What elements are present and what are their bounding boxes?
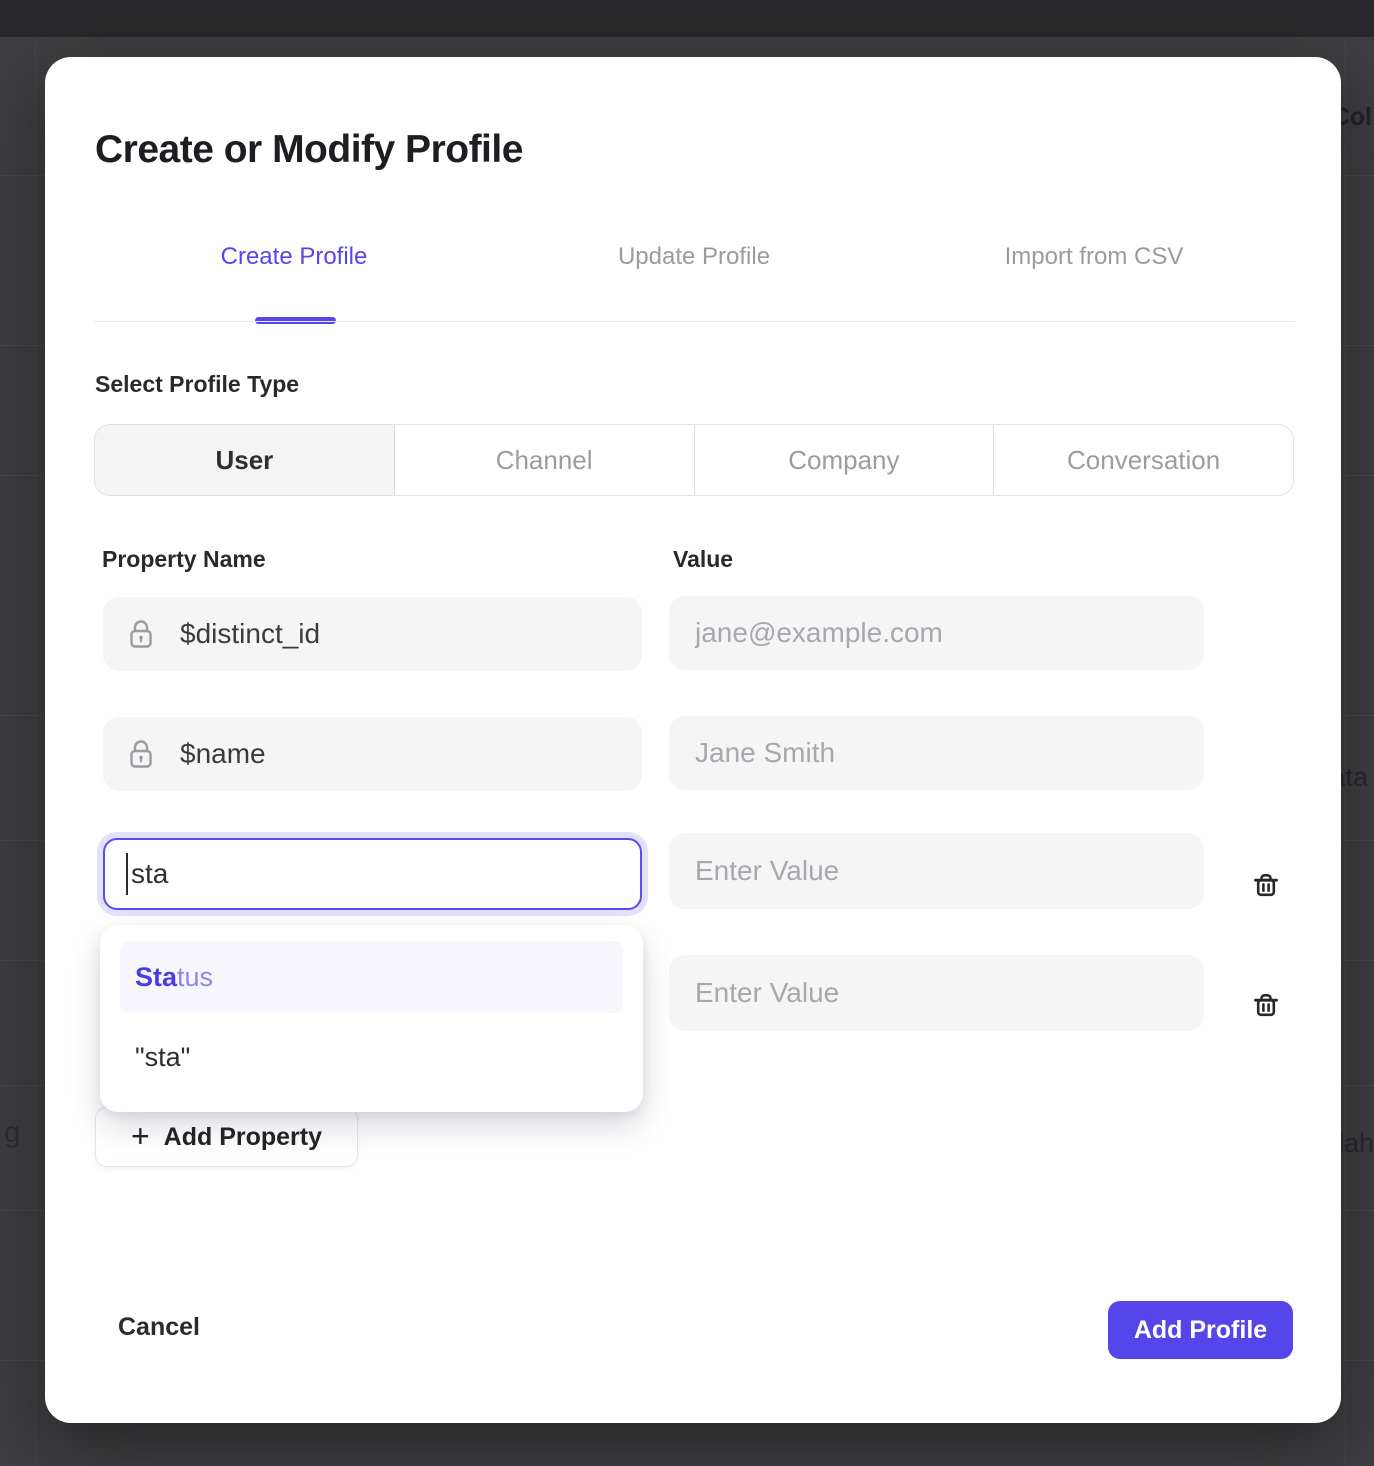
tabbar-divider (94, 321, 1294, 322)
dialog-tabbar: Create Profile Update Profile Import fro… (94, 243, 1294, 279)
profile-type-segmented-control: User Channel Company Conversation (94, 424, 1294, 496)
autocomplete-suggestion-status[interactable]: Sta tus (120, 941, 623, 1013)
property-name-field-name[interactable]: $name (103, 717, 642, 791)
lock-icon (128, 619, 154, 649)
value-input-row4[interactable] (669, 955, 1204, 1031)
create-or-modify-profile-dialog: Create or Modify Profile Create Profile … (45, 57, 1341, 1423)
property-name-input-focused (103, 838, 642, 910)
property-name-text: $name (180, 738, 266, 769)
profile-type-user[interactable]: User (95, 425, 395, 495)
property-name-column-label: Property Name (102, 546, 266, 572)
dialog-title: Create or Modify Profile (95, 128, 523, 171)
delete-row-button[interactable] (1250, 872, 1284, 906)
plus-icon: + (130, 1117, 150, 1154)
backdrop-topbar (0, 0, 1374, 37)
add-property-label: Add Property (163, 1122, 323, 1151)
profile-type-channel[interactable]: Channel (394, 425, 695, 495)
text-caret (126, 853, 128, 895)
backdrop-text-fragment: g (4, 1116, 21, 1149)
delete-row-button[interactable] (1250, 992, 1284, 1026)
value-input-distinct-id[interactable] (669, 596, 1204, 670)
profile-type-conversation[interactable]: Conversation (994, 425, 1293, 495)
value-column-label: Value (673, 546, 734, 572)
property-name-text: $distinct_id (180, 618, 321, 649)
value-input-row3[interactable] (669, 833, 1204, 909)
active-tab-indicator (255, 317, 336, 324)
suggestion-matched-text: Sta (135, 961, 178, 992)
property-name-field-distinct-id[interactable]: $distinct_id (103, 597, 642, 671)
profile-type-company[interactable]: Company (694, 425, 995, 495)
backdrop-text-fragment: lah (1337, 1128, 1374, 1158)
tab-import-from-csv[interactable]: Import from CSV (1004, 243, 1184, 270)
select-profile-type-label: Select Profile Type (95, 371, 300, 397)
backdrop-column-line (1345, 37, 1346, 1466)
add-property-button[interactable]: + Add Property (95, 1107, 358, 1167)
property-autocomplete-dropdown: Sta tus "sta" (100, 925, 643, 1112)
property-name-input[interactable] (105, 840, 640, 908)
tab-create-profile[interactable]: Create Profile (220, 243, 368, 270)
value-input-name[interactable] (669, 716, 1204, 790)
autocomplete-literal-item[interactable]: "sta" (135, 1041, 191, 1072)
add-profile-button[interactable]: Add Profile (1108, 1301, 1293, 1359)
cancel-button[interactable]: Cancel (118, 1313, 200, 1341)
backdrop-column-line (35, 37, 36, 1466)
tab-update-profile[interactable]: Update Profile (617, 243, 771, 270)
lock-icon (128, 739, 154, 769)
suggestion-rest-text: tus (177, 961, 214, 992)
